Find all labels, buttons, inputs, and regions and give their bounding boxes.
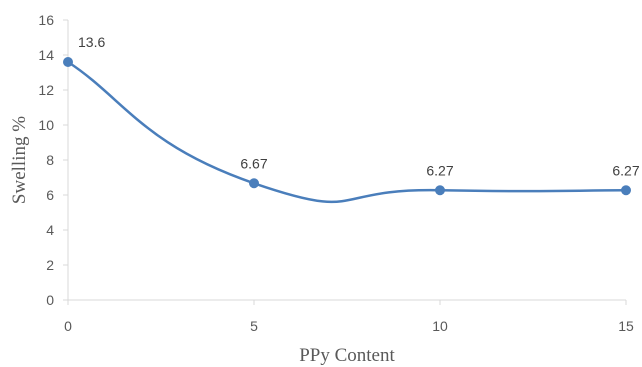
data-label: 13.6: [78, 34, 105, 50]
y-tick-label: 0: [46, 292, 54, 308]
data-point: [435, 185, 445, 196]
x-tick-label: 15: [618, 318, 634, 334]
data-label: 6.67: [240, 155, 267, 171]
data-point: [249, 178, 259, 189]
x-tick-label: 10: [432, 318, 448, 334]
x-axis-title: PPy Content: [299, 345, 395, 366]
y-tick-label: 4: [46, 222, 54, 238]
y-axis-title: Swelling %: [9, 116, 30, 204]
data-label: 6.27: [612, 162, 639, 178]
data-point: [63, 57, 73, 67]
y-tick-label: 6: [46, 187, 54, 203]
y-tick-label: 14: [38, 47, 54, 63]
data-labels: 13.6 6.67 6.27 6.27: [78, 34, 640, 178]
y-tick-label: 12: [38, 82, 54, 98]
x-tick-label: 0: [64, 318, 72, 334]
data-label: 6.27: [426, 162, 453, 178]
y-tick-label: 16: [38, 12, 54, 28]
data-point: [621, 185, 631, 196]
y-axis-ticks: 0 2 4 6 8 10 12 14 16: [38, 12, 68, 308]
y-tick-label: 2: [46, 257, 54, 273]
y-tick-label: 10: [38, 117, 54, 133]
x-axis-ticks: 0 5 10 15: [64, 300, 634, 334]
series-line: [67, 60, 627, 204]
data-points: [63, 57, 631, 196]
x-tick-label: 5: [250, 318, 258, 334]
y-tick-label: 8: [46, 152, 54, 168]
